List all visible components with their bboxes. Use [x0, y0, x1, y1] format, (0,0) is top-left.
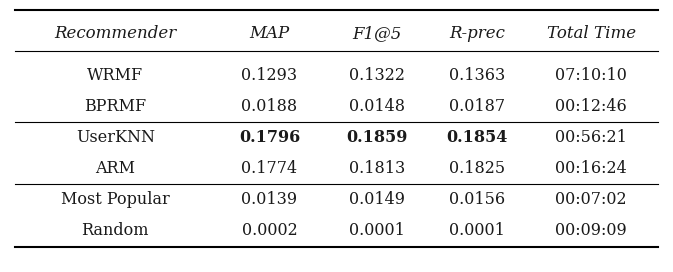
Text: 0.1363: 0.1363: [449, 67, 505, 84]
Text: 0.0002: 0.0002: [242, 222, 297, 239]
Text: 0.1293: 0.1293: [242, 67, 297, 84]
Text: 0.1796: 0.1796: [239, 129, 300, 146]
Text: WRMF: WRMF: [87, 67, 143, 84]
Text: Recommender: Recommender: [55, 25, 176, 42]
Text: ARM: ARM: [96, 160, 135, 177]
Text: 0.0001: 0.0001: [450, 222, 505, 239]
Text: 0.0149: 0.0149: [349, 191, 404, 208]
Text: Random: Random: [81, 222, 149, 239]
Text: R-prec: R-prec: [450, 25, 505, 42]
Text: 00:56:21: 00:56:21: [555, 129, 627, 146]
Text: 00:09:09: 00:09:09: [555, 222, 627, 239]
Text: BPRMF: BPRMF: [84, 98, 147, 115]
Text: 0.0187: 0.0187: [449, 98, 505, 115]
Text: 0.0139: 0.0139: [242, 191, 297, 208]
Text: 0.1854: 0.1854: [447, 129, 508, 146]
Text: UserKNN: UserKNN: [76, 129, 155, 146]
Text: Total Time: Total Time: [546, 25, 636, 42]
Text: 0.0188: 0.0188: [242, 98, 297, 115]
Text: 00:12:46: 00:12:46: [555, 98, 627, 115]
Text: 00:07:02: 00:07:02: [555, 191, 627, 208]
Text: 0.1825: 0.1825: [449, 160, 505, 177]
Text: MAP: MAP: [250, 25, 289, 42]
Text: 0.0001: 0.0001: [349, 222, 404, 239]
Text: 0.1813: 0.1813: [349, 160, 405, 177]
Text: 0.1859: 0.1859: [346, 129, 407, 146]
Text: 0.1774: 0.1774: [242, 160, 297, 177]
Text: 0.1322: 0.1322: [349, 67, 404, 84]
Text: 0.0148: 0.0148: [349, 98, 404, 115]
Text: 0.0156: 0.0156: [449, 191, 505, 208]
Text: Most Popular: Most Popular: [61, 191, 170, 208]
Text: 00:16:24: 00:16:24: [555, 160, 627, 177]
Text: F1@5: F1@5: [352, 25, 401, 42]
Text: 07:10:10: 07:10:10: [555, 67, 627, 84]
